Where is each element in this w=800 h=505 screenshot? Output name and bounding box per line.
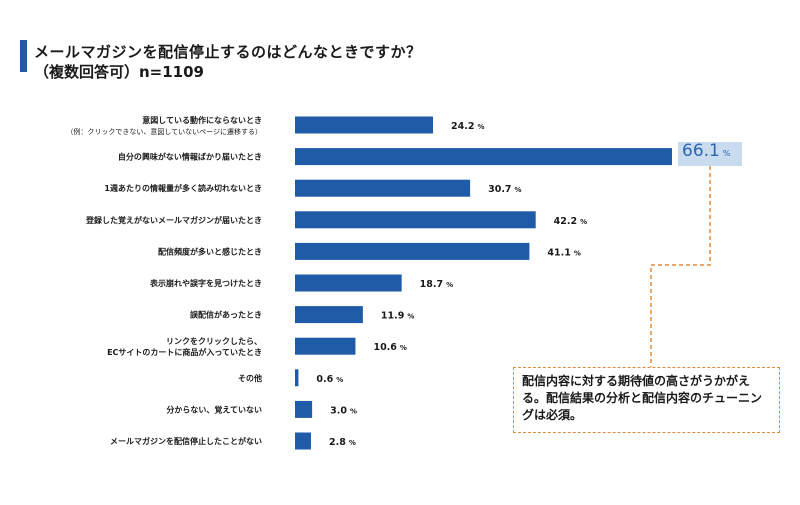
value-unit-10: % — [349, 439, 356, 447]
value-label-0: 24.2% — [451, 121, 484, 132]
value-unit-4: % — [574, 249, 581, 257]
category-label-5-0: 表示崩れや誤字を見つけたとき — [149, 278, 262, 288]
category-label-1-0: 自分の興味がない情報ばかり届いたとき — [118, 152, 262, 162]
category-label-4-0: 配信頻度が多いと感じたとき — [158, 246, 262, 256]
category-label-6-0: 誤配信があったとき — [190, 310, 262, 320]
value-label-10: 2.8% — [329, 437, 356, 448]
category-label-8-0: その他 — [238, 373, 262, 383]
bar-3 — [295, 211, 536, 229]
value-label-9: 3.0% — [330, 405, 357, 416]
value-label-6: 11.9% — [381, 311, 414, 322]
category-label-7-1: ECサイトのカートに商品が入っていたとき — [107, 347, 262, 357]
bar-7 — [295, 337, 356, 355]
chart-subtitle: （複数回答可）n=1109 — [34, 63, 204, 81]
highlight-value: 66.1% — [682, 141, 730, 161]
category-label-0-1: （例：クリックできない、意図していないページに遷移する） — [66, 127, 262, 136]
category-label-7-0: リンクをクリックしたら、 — [166, 336, 262, 346]
bar-9 — [295, 400, 313, 418]
value-unit-3: % — [580, 218, 587, 226]
title-accent-bar — [20, 40, 27, 72]
value-unit-9: % — [350, 407, 357, 415]
callout-connector — [650, 166, 711, 367]
bar-10 — [295, 432, 311, 450]
value-unit-6: % — [407, 313, 414, 321]
value-label-7: 10.6% — [373, 342, 406, 353]
callout-note: 配信内容に対する期待値の高さがうかがえる。配信結果の分析と配信内容のチューニング… — [513, 367, 780, 433]
bar-5 — [295, 274, 402, 292]
bar-1 — [295, 148, 672, 166]
category-label-3-0: 登録した覚えがないメールマガジンが届いたとき — [85, 215, 262, 225]
highlight-unit: % — [722, 149, 731, 158]
category-label-0-0: 意図している動作にならないとき — [142, 115, 262, 125]
highlight-number: 66.1 — [682, 141, 720, 161]
value-unit-7: % — [400, 344, 407, 352]
value-label-2: 30.7% — [488, 184, 521, 195]
bar-4 — [295, 242, 530, 260]
value-label-4: 41.1% — [547, 247, 580, 258]
bar-8 — [295, 369, 299, 387]
category-label-10-0: メールマガジンを配信停止したことがない — [110, 436, 262, 446]
value-unit-0: % — [477, 123, 484, 131]
bar-0 — [295, 116, 434, 134]
value-label-8: 0.6% — [316, 374, 343, 385]
value-label-5: 18.7% — [420, 279, 453, 290]
value-label-3: 42.2% — [554, 216, 587, 227]
value-unit-2: % — [515, 186, 522, 194]
value-unit-5: % — [446, 281, 453, 289]
category-label-9-0: 分からない、覚えていない — [166, 404, 262, 414]
value-unit-8: % — [336, 376, 343, 384]
bar-2 — [295, 179, 471, 197]
chart-title: メールマガジンを配信停止するのはどんなときですか？ — [34, 43, 422, 61]
highlight-box — [678, 142, 742, 166]
category-label-2-0: 1週あたりの情報量が多く読み切れないとき — [104, 183, 262, 193]
bar-6 — [295, 306, 363, 324]
